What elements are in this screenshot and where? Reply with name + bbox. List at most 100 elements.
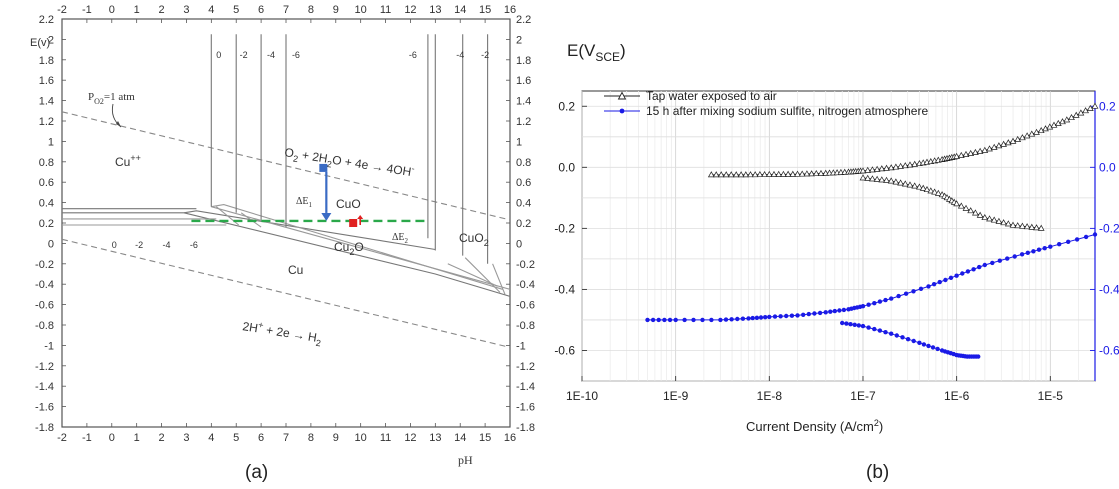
top-contour-label-1: -2 [240,50,248,60]
delta-e2-arrow-head [357,215,364,219]
series-1-anodic-line [647,234,1096,321]
series-0-anodic-point-79 [1042,125,1049,132]
series-1-anodic-point-55 [954,273,959,278]
x-tick-top-16: 14 [454,4,466,16]
y-tick-left-20: -1.8 [35,422,54,434]
series-1-anodic-point-67 [1031,249,1036,254]
b-xlabel: Current Density (A/cm2) [746,418,883,434]
legend-marker-2 [619,108,625,114]
hydrogen-line [61,238,511,348]
series-0-cathodic-point-0 [859,174,867,181]
y-tick-right-15: -0.8 [516,320,535,332]
cu2o-cuo-line [183,210,436,251]
series-1-anodic-point-16 [750,315,755,321]
series-0-anodic-point-7 [742,171,750,178]
region-cuo2: CuO2 [459,231,489,248]
y-tick-right-11: 0 [516,238,522,250]
series-1-anodic-point-24 [789,313,795,318]
series-0-cathodic-point-11 [911,182,919,189]
y-tick-left-3: 1.6 [39,75,54,87]
series-0-cathodic-point-24 [953,200,960,207]
bottom-contour-label-1: -2 [135,240,143,250]
series-group [645,102,1099,359]
series-0-anodic-point-37 [864,166,872,173]
series-0-anodic-point-75 [1023,132,1031,139]
y-tick-right-19: -1.6 [516,402,535,414]
series-1-anodic-point-53 [943,277,948,283]
phase-boundaries [61,34,511,348]
series-1-anodic-point-64 [1012,254,1017,259]
series-1-cathodic-point-7 [872,326,877,332]
series-0-anodic-point-87 [1077,109,1085,116]
y-ticks-left: 2.2 2 1.8 1.6 1.4 1.2 1 0.8 0.6 0.4 0.2 0 -0.2 -0.4 -0… [35,14,66,434]
series-0-anodic-point-85 [1068,113,1075,121]
series-1-anodic-point-40 [860,304,866,309]
series-1-anodic-point-30 [823,310,828,315]
x-tick-top-7: 5 [233,4,239,16]
series-1-anodic-point-22 [778,314,783,319]
series-1-anodic-point-13 [735,316,740,322]
y-tick-right-4: 1.4 [516,96,531,108]
series-0-cathodic-point-8 [897,179,904,186]
series-1-cathodic-point-13 [905,337,911,342]
top-contour-label-0: 0 [216,50,221,60]
y-tick-left-19: -1.6 [35,402,54,414]
b-y-tick-left-2: -0.2 [554,221,575,235]
top-contour-label-5: -4 [456,50,464,60]
series-0-anodic-point-9 [751,171,759,178]
series-0-cathodic-point-1 [864,174,872,181]
series-1-cathodic-point-1 [844,321,849,326]
y-tick-right-8: 0.6 [516,177,531,189]
series-0-anodic-point-74 [1019,134,1026,141]
series-0-cathodic-point-6 [887,177,895,184]
series-0-anodic-point-45 [901,162,909,169]
x-tick-bottom-12: 10 [355,432,367,444]
series-1-cathodic-point-9 [883,330,888,335]
y-tick-right-2: 1.8 [516,55,531,67]
series-1-cathodic-point-18 [930,345,936,350]
series-0-cathodic-point-17 [934,189,942,196]
b-y-tick-right-1: 0.0 [1099,160,1116,174]
delta-e2-label: ΔE2 [392,232,409,245]
series-1-cathodic-point-8 [877,328,883,333]
bottom-contour-label-3: -6 [190,240,198,250]
series-1-anodic-point-43 [877,299,883,304]
hatch-1 [215,206,240,226]
series-0-anodic-point-21 [808,170,815,177]
x-tick-bottom-17: 15 [479,432,491,444]
series-1-cathodic-point-14 [911,338,916,344]
x-tick-bottom-13: 11 [380,432,391,444]
series-1-anodic-point-69 [1042,246,1047,251]
series-0-cathodic-point-33 [995,217,1003,224]
cu-cu2o-line [183,212,511,297]
series-1-anodic-point-15 [746,316,751,321]
series-1-anodic-point-57 [965,269,971,274]
series-1-anodic-point-74 [1083,234,1089,240]
series-1-cathodic-point-6 [866,325,871,330]
series-1-anodic-point-44 [883,297,888,303]
y-tick-right-3: 1.6 [516,75,531,87]
series-0-anodic-point-41 [883,164,890,171]
series-1-anodic-point-70 [1048,244,1053,249]
y-tick-left-16: -1 [44,340,54,352]
series-0-anodic-point-40 [878,165,886,172]
series-0-anodic-point-88 [1082,107,1089,114]
series-1-anodic-point-58 [971,267,976,272]
series-1 [645,232,1098,359]
x-tick-top-15: 13 [429,4,441,16]
bottom-contour-label-2: -4 [163,240,171,250]
series-1-anodic-point-41 [866,302,871,307]
series-0-anodic-point-89 [1086,104,1094,111]
series-0-cathodic-point-9 [901,180,909,187]
x-tick-top-6: 4 [208,4,214,16]
series-0-anodic-point-14 [775,170,783,177]
series-0-anodic-point-0 [707,171,715,178]
a-ylabel: E(v) [30,37,50,49]
x-tick-bottom-0: -2 [57,432,67,444]
series-0-anodic-point-60 [953,152,960,159]
po2-pointer-head [116,121,121,127]
series-0-anodic-point-61 [957,151,965,158]
b-y-tick-left-4: -0.6 [554,343,575,357]
y-tick-right-5: 1.2 [516,116,531,128]
series-1-anodic-point-63 [1005,256,1010,261]
